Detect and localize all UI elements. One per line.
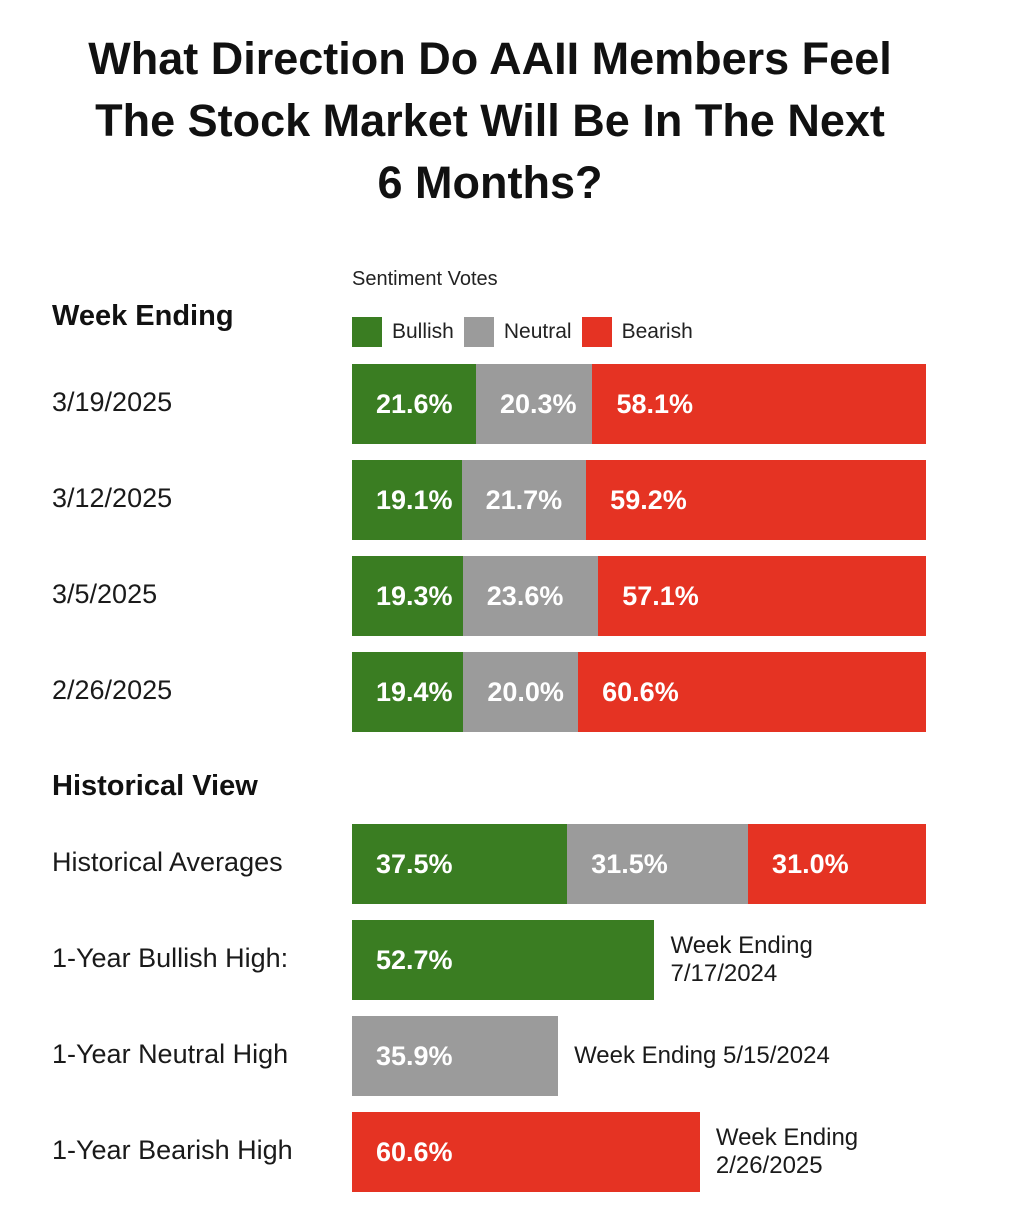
row-label-3-19-2025: 3/19/2025	[52, 387, 173, 417]
data-label-neutral-high: 35.9%	[376, 1041, 453, 1071]
legend-item-bearish: Bearish	[581, 317, 693, 347]
legend: Bullish Neutral Bearish	[352, 316, 703, 348]
stacked-bar-historical-averages: 37.5% 31.5% 31.0%	[352, 824, 926, 904]
data-label-bearish: 58.1%	[616, 389, 694, 419]
row-label-2-26-2025: 2/26/2025	[52, 675, 173, 705]
bar-segment-bullish: 37.5%	[352, 824, 568, 904]
high-note-bearish: Week Ending 2/26/2025	[716, 1124, 858, 1180]
bar-segment-bullish: 19.4%	[352, 652, 464, 732]
legend-item-bullish: Bullish	[352, 317, 454, 347]
data-label-bearish: 57.1%	[622, 581, 699, 611]
row-label-1-year-neutral-high: 1-Year Neutral High	[52, 1039, 289, 1069]
data-label-neutral: 20.3%	[499, 389, 577, 419]
data-label-bearish: 31.0%	[772, 849, 849, 879]
bar-segment-bullish: 21.6%	[352, 364, 476, 444]
data-label-bearish: 59.2%	[610, 485, 687, 515]
legend-swatch-neutral	[463, 317, 494, 347]
legend-label-neutral: Neutral	[503, 320, 572, 343]
row-label-3-12-2025: 3/12/2025	[52, 483, 173, 513]
data-label-neutral: 21.7%	[485, 485, 563, 515]
data-label-bearish: 60.6%	[602, 677, 679, 707]
legend-swatch-bearish	[581, 317, 612, 347]
row-label-1-year-bearish-high: 1-Year Bearish High	[52, 1135, 293, 1165]
legend-item-neutral: Neutral	[463, 317, 572, 347]
data-label-bullish: 19.3%	[376, 581, 453, 611]
legend-label-bearish: Bearish	[621, 320, 693, 343]
bar-segment-neutral: 23.6%	[462, 556, 599, 636]
title-line-2: The Stock Market Will Be In The Next	[95, 95, 885, 146]
legend-title: Sentiment Votes	[352, 268, 498, 290]
row-label-1-year-bullish-high: 1-Year Bullish High:	[52, 943, 289, 973]
bar-segment-neutral: 31.5%	[567, 824, 749, 904]
bar-segment-neutral: 20.0%	[463, 652, 579, 732]
section-heading-weekly: Week Ending	[52, 300, 234, 332]
legend-label-bullish: Bullish	[392, 320, 454, 343]
bar-segment-bearish: 31.0%	[748, 824, 926, 904]
data-label-neutral: 31.5%	[591, 849, 668, 879]
stacked-bar-2-26-2025: 19.4% 20.0% 60.6%	[352, 652, 926, 732]
high-note-line-1: Week Ending 5/15/2024	[574, 1042, 830, 1069]
row-label-historical-averages: Historical Averages	[52, 847, 283, 877]
high-bar-bullish: 52.7%	[352, 920, 655, 1000]
high-note-bullish: Week Ending 7/17/2024	[670, 932, 812, 988]
legend-swatch-bullish	[352, 317, 382, 347]
data-label-bullish: 19.1%	[376, 485, 453, 515]
high-bar-bearish: 60.6%	[352, 1112, 700, 1192]
bar-segment-bearish: 57.1%	[598, 556, 926, 636]
high-note-neutral: Week Ending 5/15/2024	[574, 1042, 830, 1070]
stacked-bar-3-19-2025: 21.6% 20.3% 58.1%	[352, 364, 926, 444]
bar-segment-bearish: 58.1%	[592, 364, 926, 444]
data-label-neutral: 23.6%	[486, 581, 564, 611]
data-label-bullish-high: 52.7%	[376, 945, 453, 975]
data-label-neutral: 20.0%	[487, 677, 564, 707]
high-note-line-1: Week Ending	[670, 932, 813, 959]
title-line-3: 6 Months?	[377, 157, 603, 208]
bar-segment-bullish: 19.1%	[352, 460, 462, 540]
stacked-bar-3-5-2025: 19.3% 23.6% 57.1%	[352, 556, 926, 636]
section-heading-historical: Historical View	[52, 770, 258, 802]
high-note-line-1: Week Ending	[715, 1124, 859, 1151]
bar-segment-bearish: 60.6%	[578, 652, 926, 732]
data-label-bearish-high: 60.6%	[376, 1137, 453, 1167]
high-note-line-2: 2/26/2025	[715, 1152, 823, 1179]
data-label-bullish: 21.6%	[376, 389, 453, 419]
data-label-bullish: 19.4%	[376, 677, 453, 707]
chart-title: What Direction Do AAII Members Feel The …	[0, 28, 980, 214]
bar-segment-neutral: 20.3%	[475, 364, 593, 444]
bar-segment-bearish: 59.2%	[586, 460, 926, 540]
high-bar-neutral: 35.9%	[352, 1016, 559, 1096]
stacked-bar-3-12-2025: 19.1% 21.7% 59.2%	[352, 460, 926, 540]
row-label-3-5-2025: 3/5/2025	[52, 579, 158, 609]
title-line-1: What Direction Do AAII Members Feel	[88, 33, 892, 84]
data-label-bullish: 37.5%	[376, 849, 453, 879]
high-note-line-2: 7/17/2024	[670, 960, 778, 987]
bar-segment-bullish: 19.3%	[352, 556, 463, 636]
bar-segment-neutral: 21.7%	[461, 460, 587, 540]
